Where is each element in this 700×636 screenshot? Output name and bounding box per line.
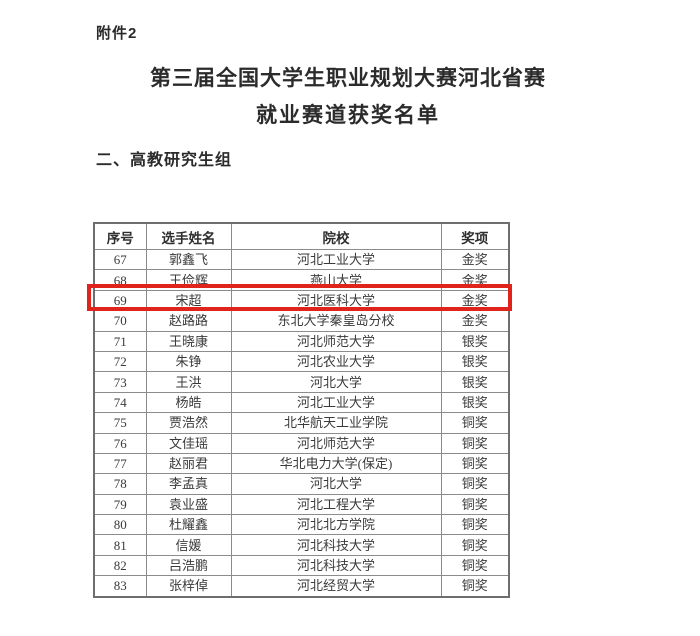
table-row: 83 张梓倬 河北经贸大学 铜奖 <box>93 575 510 598</box>
cell-award: 银奖 <box>440 330 510 352</box>
cell-school: 河北农业大学 <box>230 350 442 373</box>
cell-school: 河北大学 <box>230 473 442 495</box>
cell-name: 宋超 <box>145 289 232 312</box>
cell-award: 银奖 <box>440 391 510 414</box>
cell-no: 68 <box>93 269 147 291</box>
cell-school: 河北工程大学 <box>230 493 442 516</box>
table-row: 70 赵路路 东北大学秦皇岛分校 金奖 <box>93 310 510 332</box>
cell-school: 河北科技大学 <box>230 554 442 577</box>
document-title-line2: 就业赛道获奖名单 <box>256 104 440 127</box>
cell-name: 袁业盛 <box>145 493 232 516</box>
cell-name: 王俭辉 <box>145 269 232 291</box>
table-row: 80 杜耀鑫 河北北方学院 铜奖 <box>93 514 510 536</box>
cell-no: 67 <box>93 248 147 271</box>
cell-no: 73 <box>93 371 147 393</box>
cell-name: 信媛 <box>145 534 232 556</box>
cell-award: 金奖 <box>440 289 510 312</box>
cell-school: 燕山大学 <box>230 269 442 291</box>
cell-school: 河北科技大学 <box>230 534 442 556</box>
cell-school: 河北北方学院 <box>230 514 442 536</box>
cell-school: 河北经贸大学 <box>230 575 442 598</box>
cell-name: 杨皓 <box>145 391 232 414</box>
cell-no: 81 <box>93 534 147 556</box>
attachment-label: 附件2 <box>96 25 138 42</box>
table-row: 67 郭鑫飞 河北工业大学 金奖 <box>93 248 510 271</box>
award-table-container: 序号 选手姓名 院校 奖项 67 郭鑫飞 河北工业大学 金奖 68 王俭辉 燕山大学 金奖 69… <box>87 222 512 598</box>
cell-no: 80 <box>93 514 147 536</box>
cell-award: 银奖 <box>440 371 510 393</box>
cell-no: 70 <box>93 310 147 332</box>
cell-name: 吕浩鹏 <box>145 554 232 577</box>
cell-name: 赵丽君 <box>145 452 232 475</box>
cell-no: 77 <box>93 452 147 475</box>
table-row: 78 李孟真 河北大学 铜奖 <box>93 473 510 495</box>
cell-no: 75 <box>93 412 147 434</box>
cell-name: 贾浩然 <box>145 412 232 434</box>
cell-award: 铜奖 <box>440 575 510 598</box>
cell-name: 李孟真 <box>145 473 232 495</box>
cell-no: 82 <box>93 554 147 577</box>
table-row: 68 王俭辉 燕山大学 金奖 <box>93 269 510 291</box>
table-row: 75 贾浩然 北华航天工业学院 铜奖 <box>93 412 510 434</box>
header-cell-award: 奖项 <box>440 222 510 250</box>
cell-name: 赵路路 <box>145 310 232 332</box>
cell-award: 银奖 <box>440 350 510 373</box>
cell-award: 金奖 <box>440 269 510 291</box>
cell-school: 东北大学秦皇岛分校 <box>230 310 442 332</box>
header-cell-no: 序号 <box>93 222 147 250</box>
cell-name: 郭鑫飞 <box>145 248 232 271</box>
header-cell-name: 选手姓名 <box>145 222 232 250</box>
cell-school: 北华航天工业学院 <box>230 412 442 434</box>
cell-award: 铜奖 <box>440 514 510 536</box>
cell-school: 河北医科大学 <box>230 289 442 312</box>
header-cell-school: 院校 <box>230 222 442 250</box>
cell-award: 铜奖 <box>440 493 510 516</box>
table-row: 74 杨皓 河北工业大学 银奖 <box>93 391 510 414</box>
cell-no: 72 <box>93 350 147 373</box>
cell-award: 铜奖 <box>440 473 510 495</box>
table-row: 73 王洪 河北大学 银奖 <box>93 371 510 393</box>
cell-school: 河北师范大学 <box>230 330 442 352</box>
cell-name: 王洪 <box>145 371 232 393</box>
table-header-row: 序号 选手姓名 院校 奖项 <box>93 222 510 250</box>
cell-school: 河北工业大学 <box>230 391 442 414</box>
table-row: 77 赵丽君 华北电力大学(保定) 铜奖 <box>93 452 510 475</box>
cell-award: 铜奖 <box>440 452 510 475</box>
section-heading: 二、高教研究生组 <box>96 152 233 169</box>
table-row: 79 袁业盛 河北工程大学 铜奖 <box>93 493 510 516</box>
table-row: 71 王晓康 河北师范大学 银奖 <box>93 330 510 352</box>
award-table-body: 67 郭鑫飞 河北工业大学 金奖 68 王俭辉 燕山大学 金奖 69 宋超 河北医科大学 金奖 70 赵路… <box>93 248 510 598</box>
cell-name: 朱铮 <box>145 350 232 373</box>
award-table: 序号 选手姓名 院校 奖项 67 郭鑫飞 河北工业大学 金奖 68 王俭辉 燕山大学 金奖 69… <box>93 222 510 598</box>
cell-name: 杜耀鑫 <box>145 514 232 536</box>
table-row: 69 宋超 河北医科大学 金奖 <box>93 289 510 312</box>
cell-name: 文佳瑶 <box>145 432 232 454</box>
cell-school: 华北电力大学(保定) <box>230 452 442 475</box>
cell-school: 河北大学 <box>230 371 442 393</box>
cell-name: 王晓康 <box>145 330 232 352</box>
cell-school: 河北师范大学 <box>230 432 442 454</box>
cell-no: 71 <box>93 330 147 352</box>
table-row: 81 信媛 河北科技大学 铜奖 <box>93 534 510 556</box>
document-title-line1: 第三届全国大学生职业规划大赛河北省赛 <box>150 67 546 90</box>
cell-award: 金奖 <box>440 248 510 271</box>
cell-no: 79 <box>93 493 147 516</box>
cell-no: 69 <box>93 289 147 312</box>
table-row: 82 吕浩鹏 河北科技大学 铜奖 <box>93 554 510 577</box>
cell-award: 金奖 <box>440 310 510 332</box>
cell-school: 河北工业大学 <box>230 248 442 271</box>
cell-no: 78 <box>93 473 147 495</box>
cell-award: 铜奖 <box>440 432 510 454</box>
cell-award: 铜奖 <box>440 534 510 556</box>
cell-no: 76 <box>93 432 147 454</box>
cell-award: 铜奖 <box>440 554 510 577</box>
table-row: 76 文佳瑶 河北师范大学 铜奖 <box>93 432 510 454</box>
cell-no: 83 <box>93 575 147 598</box>
cell-award: 铜奖 <box>440 412 510 434</box>
cell-name: 张梓倬 <box>145 575 232 598</box>
table-row: 72 朱铮 河北农业大学 银奖 <box>93 350 510 373</box>
cell-no: 74 <box>93 391 147 414</box>
